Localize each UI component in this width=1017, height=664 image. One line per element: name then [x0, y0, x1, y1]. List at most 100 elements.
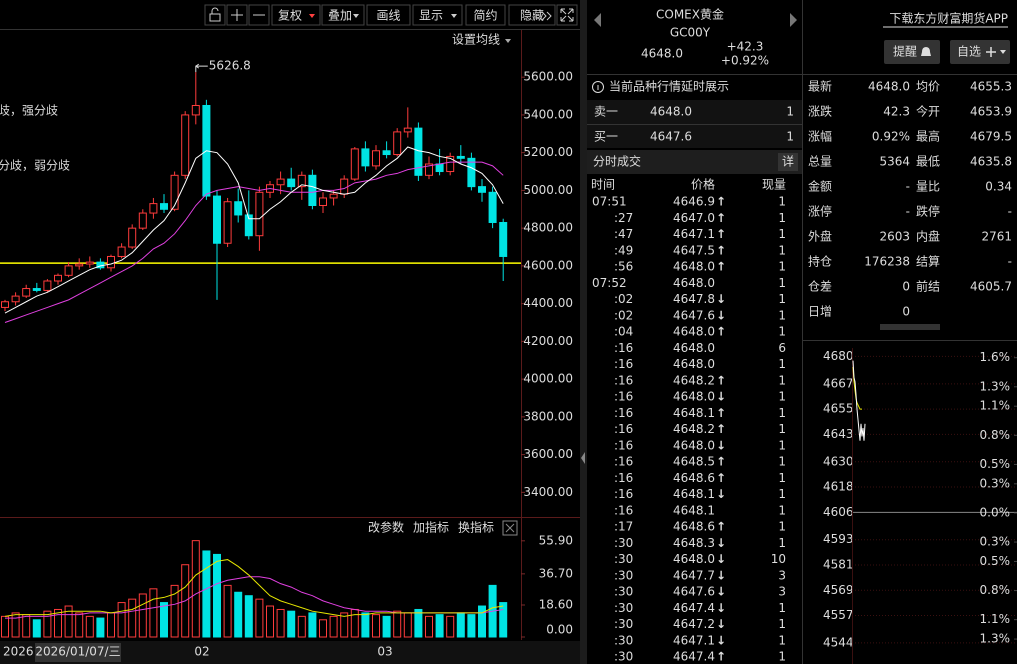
- stat-value: 4655.3: [970, 80, 1012, 94]
- trade-price: 4647.8: [673, 292, 715, 306]
- trade-time: :16: [614, 390, 633, 404]
- stat-label: 涨幅: [808, 129, 832, 144]
- trade-arrow: ↑: [716, 422, 726, 436]
- book-volume: 1: [786, 130, 794, 144]
- zoom-out-button[interactable]: [248, 4, 270, 26]
- volume-bar: [223, 584, 232, 638]
- ma-setting[interactable]: 设置均线: [452, 33, 500, 47]
- trade-price: 4647.1: [673, 227, 715, 241]
- stat-value: 4648.0: [868, 80, 910, 94]
- toolbar-button[interactable]: [321, 4, 365, 26]
- next-arrow[interactable]: [790, 13, 797, 27]
- trade-volume: 1: [778, 227, 786, 241]
- stat-label: 持仓: [808, 254, 832, 269]
- indicator-tool[interactable]: 换指标: [458, 520, 494, 535]
- trade-time: :30: [614, 585, 633, 599]
- y-tick-label: 4569: [823, 583, 854, 597]
- indicator-tool[interactable]: 改参数: [368, 520, 404, 535]
- trade-arrow: ↓: [716, 292, 726, 306]
- lock-button[interactable]: [204, 4, 226, 26]
- candle-body: [372, 150, 380, 167]
- stat-label: 最高: [916, 129, 940, 144]
- candle-body: [191, 104, 200, 116]
- volume-bar: [22, 614, 31, 638]
- toolbar-button[interactable]: [508, 4, 556, 26]
- toolbar-button[interactable]: [271, 4, 321, 26]
- y-tick-label: 4581: [823, 557, 854, 571]
- close-icon: [505, 523, 515, 533]
- trade-arrow: ↑: [716, 650, 726, 664]
- stat-label: 结算: [916, 254, 940, 269]
- trade-time: :56: [614, 260, 633, 274]
- stat-value: 5364: [879, 155, 910, 169]
- price-change: +42.3: [727, 40, 764, 54]
- button-label[interactable]: 提醒: [893, 44, 917, 59]
- detail-label[interactable]: 详: [782, 154, 794, 169]
- book-price: 4648.0: [650, 105, 692, 119]
- column-header: 价格: [691, 177, 715, 192]
- trade-time: :16: [614, 503, 633, 517]
- volume-bar: [255, 598, 264, 638]
- candle-body: [361, 148, 370, 167]
- stat-value: 0.92%: [872, 130, 910, 144]
- toolbar-button[interactable]: [465, 4, 506, 26]
- candle-body: [213, 195, 221, 244]
- y-tick-label: 5000.00: [523, 183, 573, 197]
- trade-arrow: ↑: [716, 211, 726, 225]
- zoom-in-button[interactable]: [226, 4, 248, 26]
- y-tick-label: 4800.00: [523, 221, 573, 235]
- fullscreen-button[interactable]: [556, 4, 578, 26]
- close-indicator[interactable]: [502, 520, 518, 536]
- trade-time: :30: [614, 650, 633, 664]
- candle-body: [488, 191, 497, 223]
- stat-label: 涨停: [808, 204, 832, 219]
- splitter[interactable]: [580, 0, 587, 664]
- toolbar-button[interactable]: [366, 4, 411, 26]
- x-label: 03: [377, 645, 392, 659]
- scroll-handle[interactable]: [880, 324, 940, 330]
- detail-button[interactable]: [778, 153, 798, 171]
- trade-time: :27: [614, 211, 633, 225]
- volume-bar: [170, 584, 179, 638]
- bell-icon: [921, 47, 931, 56]
- button-label[interactable]: 自选: [957, 45, 981, 59]
- y2-tick-label: 0.0%: [980, 505, 1011, 519]
- y2-tick-label: 1.1%: [980, 612, 1011, 626]
- app-link[interactable]: 下载东方财富期货APP: [889, 11, 1008, 26]
- volume-bar: [107, 612, 115, 638]
- trade-volume: 1: [778, 520, 786, 534]
- trade-price: 4648.2: [673, 373, 715, 387]
- volume-bar: [287, 610, 296, 638]
- candle-body: [255, 191, 264, 237]
- candle-body: [11, 295, 20, 303]
- candle-body: [54, 274, 62, 282]
- y-tick-label: 4643: [823, 427, 854, 441]
- trade-price: 4648.0: [673, 552, 715, 566]
- trade-volume: 1: [778, 471, 786, 485]
- candle-body: [446, 155, 455, 173]
- trade-price: 4647.1: [673, 633, 715, 647]
- trade-price: 4647.0: [673, 211, 715, 225]
- candle-body: [170, 174, 179, 210]
- watch-button[interactable]: [950, 40, 1010, 64]
- trade-arrow: ↓: [716, 536, 726, 550]
- candle-body: [329, 193, 338, 199]
- y-tick-label: 36.70: [539, 566, 573, 580]
- y-tick-label: 18.60: [539, 597, 573, 611]
- candle-body: [425, 163, 433, 176]
- indicator-tool[interactable]: 加指标: [413, 520, 449, 535]
- splitter-arrow[interactable]: [581, 452, 585, 464]
- candle-body: [1, 301, 9, 308]
- volume-bar: [128, 598, 137, 638]
- prev-arrow[interactable]: [594, 13, 601, 27]
- remind-button[interactable]: [884, 40, 940, 64]
- y2-tick-label: 1.3%: [980, 632, 1011, 646]
- volume-bar: [382, 615, 391, 638]
- candle-body: [319, 197, 327, 207]
- volume-bar: [372, 614, 380, 638]
- toolbar-button[interactable]: [412, 4, 463, 26]
- candle-body: [435, 163, 444, 173]
- candle-body: [43, 280, 52, 291]
- instrument-code: GC00Y: [670, 26, 711, 40]
- book-label: 卖一: [594, 105, 618, 119]
